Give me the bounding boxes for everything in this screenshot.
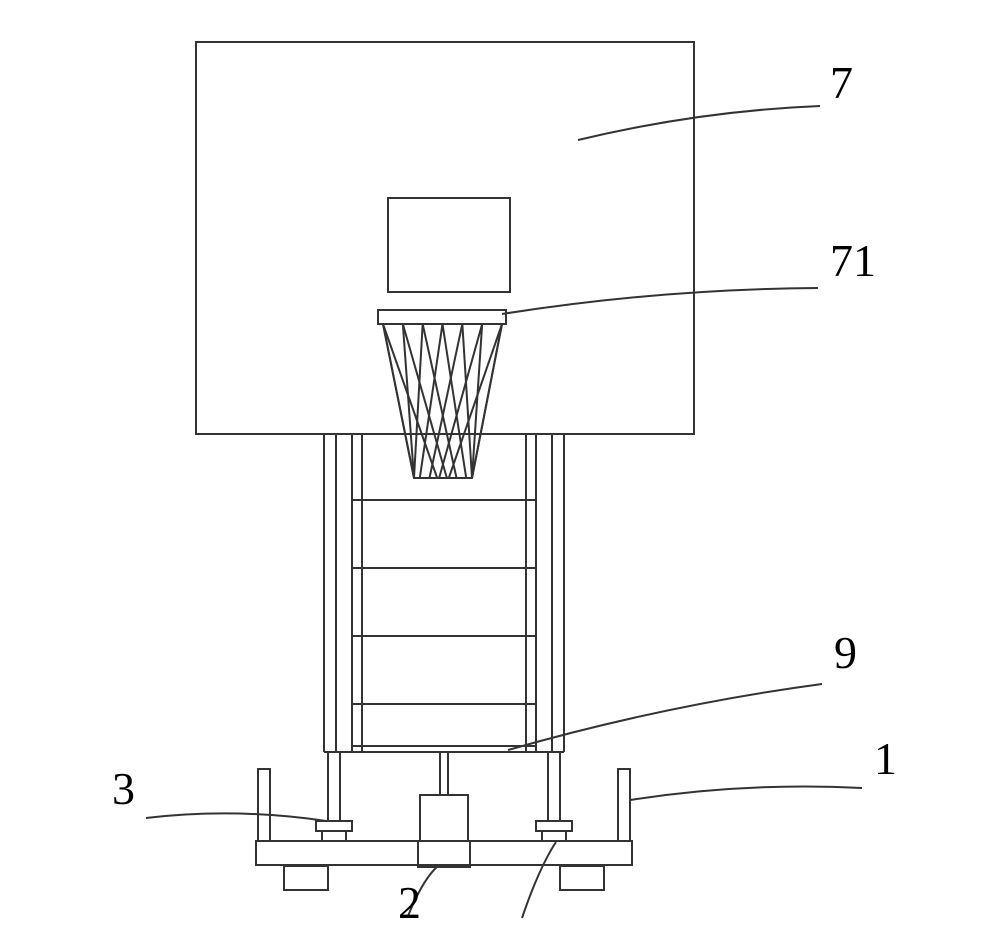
callout-label-71: 71 (830, 234, 876, 287)
engineering-diagram (0, 0, 1000, 937)
leader-line (578, 106, 820, 140)
actuator-base (418, 841, 470, 867)
target-rect (388, 198, 510, 292)
net-mesh (414, 324, 423, 478)
callout-label-7: 7 (830, 56, 853, 109)
rim (378, 310, 506, 324)
net-outline (383, 324, 502, 478)
actuator-body (420, 795, 468, 841)
callout-label-2: 2 (398, 876, 421, 929)
callout-label-1: 1 (874, 732, 897, 785)
leader-line (522, 842, 556, 918)
backboard (196, 42, 694, 434)
base-foot (560, 866, 604, 890)
post-foot-cap (316, 821, 352, 831)
leader-line (508, 684, 822, 750)
leader-line (630, 787, 862, 801)
post-foot-cap (536, 821, 572, 831)
leader-line (146, 813, 326, 821)
leader-line (502, 288, 818, 314)
post-foot (322, 831, 346, 841)
side-wall (618, 769, 630, 841)
side-wall (258, 769, 270, 841)
base-plate (256, 841, 632, 865)
callout-label-9: 9 (834, 626, 857, 679)
callout-label-3: 3 (112, 762, 135, 815)
post-foot (542, 831, 566, 841)
net-mesh (462, 324, 472, 478)
base-foot (284, 866, 328, 890)
